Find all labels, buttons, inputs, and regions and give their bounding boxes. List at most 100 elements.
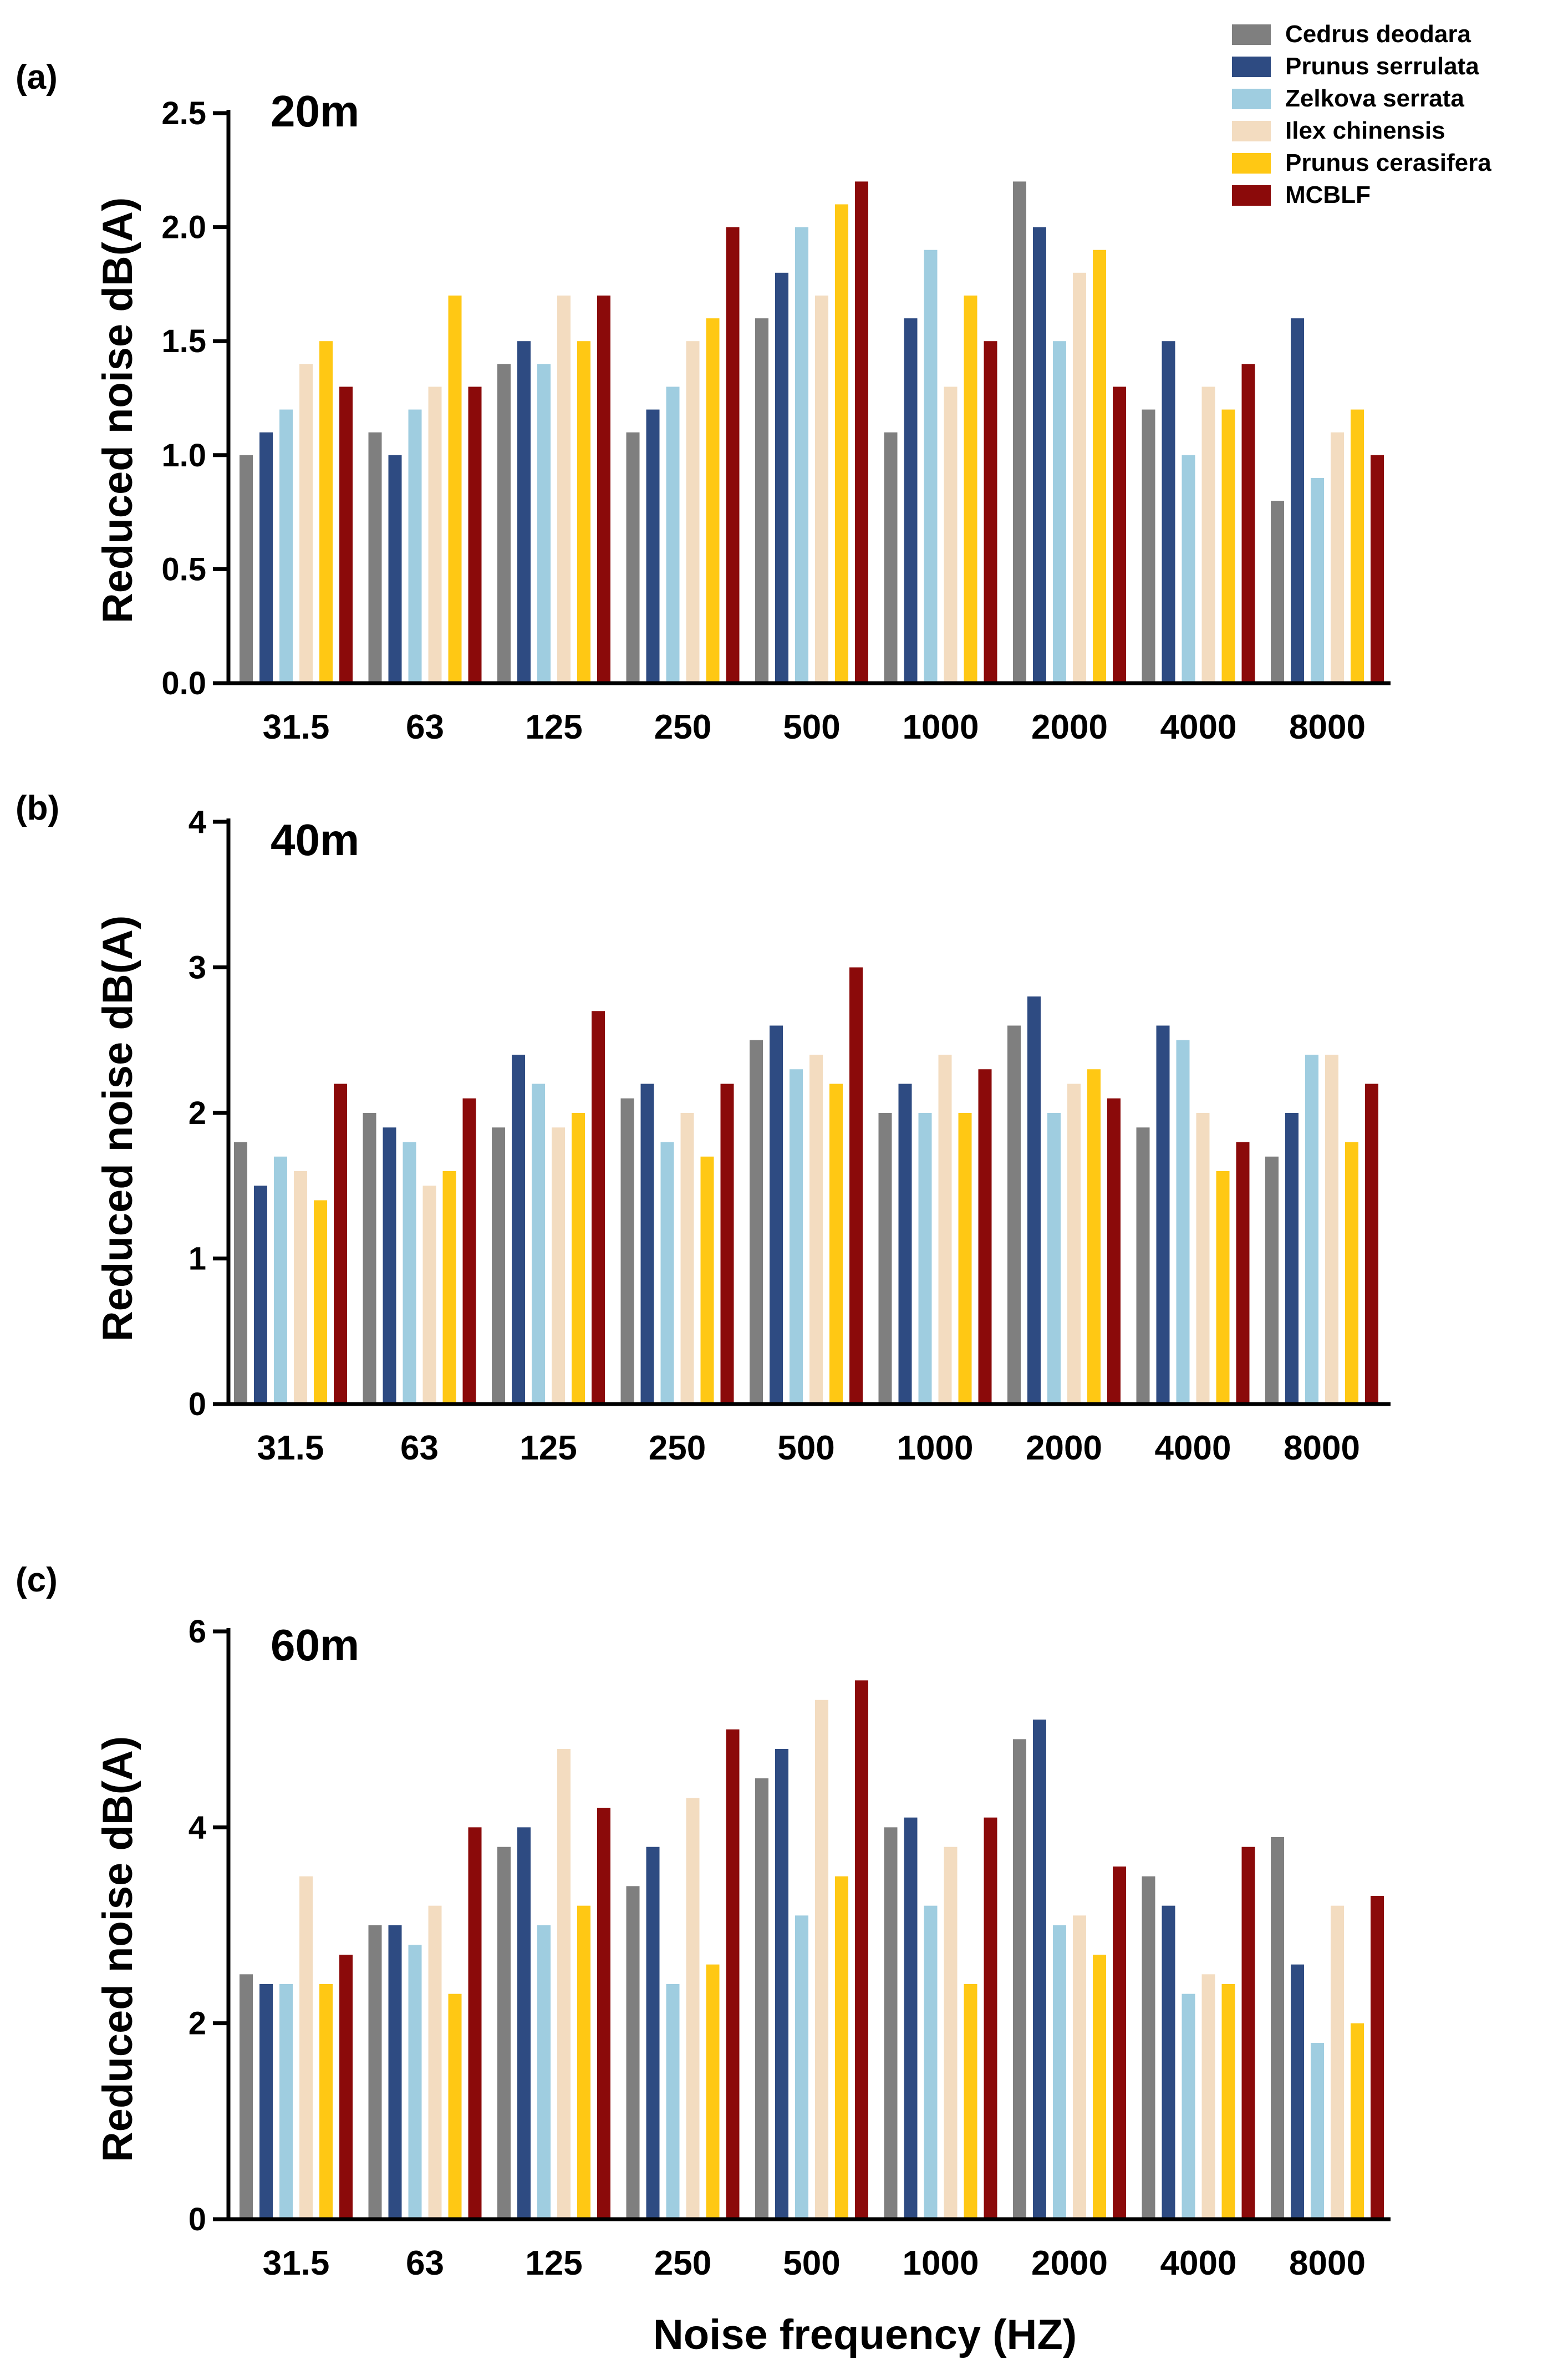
bar-b-8-2 [1305, 1055, 1318, 1404]
bar-c-5-0 [884, 1827, 898, 2219]
bar-c-7-3 [1201, 1974, 1215, 2219]
bar-b-6-1 [1027, 996, 1041, 1404]
bar-a-5-0 [884, 432, 898, 683]
bar-c-6-4 [1093, 1955, 1106, 2219]
legend-label-zelkova-serrata: Zelkova serrata [1285, 85, 1464, 112]
bar-c-6-0 [1013, 1739, 1026, 2219]
bar-b-6-0 [1007, 1025, 1021, 1404]
y-ticks-b: 0 1 2 3 4 [189, 804, 228, 1422]
bar-c-2-2 [537, 1925, 551, 2219]
x-tick-label-b-2: 125 [520, 1429, 577, 1467]
bar-b-7-3 [1196, 1113, 1210, 1404]
bar-c-2-3 [557, 1749, 571, 2219]
y-ticks-a: 0.0 0.5 1.0 1.5 2.0 2.5 [161, 95, 228, 701]
bar-c-3-4 [706, 1964, 720, 2219]
bar-b-5-3 [938, 1055, 952, 1404]
bar-b-7-1 [1156, 1025, 1170, 1404]
x-ticks-c: 31.5 63 125 250 500 1000 2000 4000 8000 [263, 2244, 1366, 2282]
bar-a-7-3 [1201, 387, 1215, 683]
legend-label-ilex-chinensis: Ilex chinensis [1285, 117, 1445, 144]
x-tick-label-c-6: 2000 [1031, 2244, 1108, 2282]
bar-b-4-2 [790, 1069, 803, 1404]
bar-c-1-1 [388, 1925, 402, 2219]
bar-b-1-2 [403, 1142, 416, 1404]
bar-c-4-2 [795, 1915, 808, 2219]
bar-c-2-5 [597, 1808, 610, 2219]
bar-b-2-5 [592, 1011, 605, 1404]
bar-a-0-5 [339, 387, 353, 683]
bar-a-8-2 [1311, 477, 1324, 683]
x-tick-label-c-2: 125 [525, 2244, 582, 2282]
bar-b-2-4 [572, 1113, 585, 1404]
bar-c-8-1 [1291, 1964, 1304, 2219]
x-tick-label-b-5: 1000 [897, 1429, 974, 1467]
bar-a-6-0 [1013, 181, 1026, 683]
bar-b-4-0 [750, 1040, 763, 1404]
bar-b-6-2 [1047, 1113, 1061, 1404]
bar-a-4-2 [795, 227, 808, 684]
bar-a-7-1 [1162, 341, 1175, 683]
y-tick-label-a-0: 0.0 [161, 665, 206, 701]
bar-a-5-2 [924, 250, 938, 684]
bar-c-2-4 [577, 1905, 590, 2219]
bar-c-1-3 [428, 1905, 442, 2219]
x-tick-label-b-6: 2000 [1026, 1429, 1102, 1467]
bar-a-3-3 [686, 341, 700, 683]
bar-b-7-5 [1236, 1142, 1250, 1404]
bar-a-1-0 [368, 432, 382, 683]
x-tick-label-a-7: 4000 [1160, 708, 1237, 746]
bar-c-1-4 [448, 1993, 462, 2219]
bar-b-3-4 [700, 1156, 714, 1404]
bar-a-6-2 [1053, 341, 1066, 683]
bar-a-1-3 [428, 387, 442, 683]
chart-panel-b: (b) 40m Reduced noise dB(A) 0 1 2 3 4 31.5 63… [16, 789, 1391, 1467]
legend-swatch-zelkova-serrata [1232, 89, 1271, 109]
bar-b-3-1 [640, 1084, 654, 1404]
x-tick-label-b-8: 8000 [1284, 1429, 1360, 1467]
legend-label-mcblf: MCBLF [1285, 181, 1371, 208]
x-tick-label-c-3: 250 [654, 2244, 711, 2282]
bar-c-6-5 [1113, 1867, 1126, 2219]
bar-a-4-0 [755, 318, 768, 683]
legend-label-prunus-serrulata: Prunus serrulata [1285, 53, 1479, 80]
bar-a-2-2 [537, 364, 551, 683]
bar-c-0-1 [259, 1984, 273, 2219]
y-axis-label-a: Reduced noise dB(A) [94, 197, 141, 624]
bar-c-4-4 [835, 1876, 848, 2219]
chart-title-a: 20m [271, 87, 359, 136]
x-tick-label-c-0: 31.5 [263, 2244, 330, 2282]
bar-a-6-5 [1113, 387, 1126, 683]
bar-a-1-2 [408, 409, 422, 683]
bar-b-6-5 [1107, 1098, 1121, 1404]
y-axis-label-c: Reduced noise dB(A) [94, 1736, 141, 2163]
bar-b-0-4 [314, 1200, 327, 1404]
bar-a-4-3 [815, 295, 828, 683]
x-tick-label-b-7: 4000 [1155, 1429, 1231, 1467]
bar-c-6-3 [1073, 1915, 1086, 2219]
bar-b-3-2 [660, 1142, 674, 1404]
chart-panel-a: (a) 20m Reduced noise dB(A) 0.0 0.5 1.0 1.5… [16, 58, 1391, 746]
bar-c-8-3 [1331, 1905, 1344, 2219]
bars-b [234, 967, 1378, 1404]
x-tick-label-b-3: 250 [649, 1429, 706, 1467]
bar-c-7-0 [1142, 1876, 1155, 2219]
bars-c [240, 1680, 1384, 2219]
x-tick-label-c-5: 1000 [903, 2244, 979, 2282]
x-tick-label-a-6: 2000 [1031, 708, 1108, 746]
bar-c-7-5 [1241, 1847, 1255, 2219]
bar-c-5-3 [944, 1847, 958, 2219]
bar-a-0-1 [259, 432, 273, 683]
bar-c-7-4 [1221, 1984, 1235, 2219]
chart-title-b: 40m [271, 815, 359, 864]
bar-b-0-0 [234, 1142, 247, 1404]
chart-panel-c: (c) 60m Reduced noise dB(A) 0 2 4 6 31.5 63 1… [16, 1561, 1391, 2358]
y-tick-label-a-4: 2.0 [161, 210, 206, 246]
bar-c-4-1 [775, 1749, 788, 2219]
bar-a-2-4 [577, 341, 590, 683]
bar-b-7-0 [1136, 1127, 1150, 1404]
bar-b-2-3 [552, 1127, 565, 1404]
x-tick-label-a-4: 500 [783, 708, 840, 746]
bar-a-5-5 [984, 341, 997, 683]
bar-a-2-5 [597, 295, 610, 683]
